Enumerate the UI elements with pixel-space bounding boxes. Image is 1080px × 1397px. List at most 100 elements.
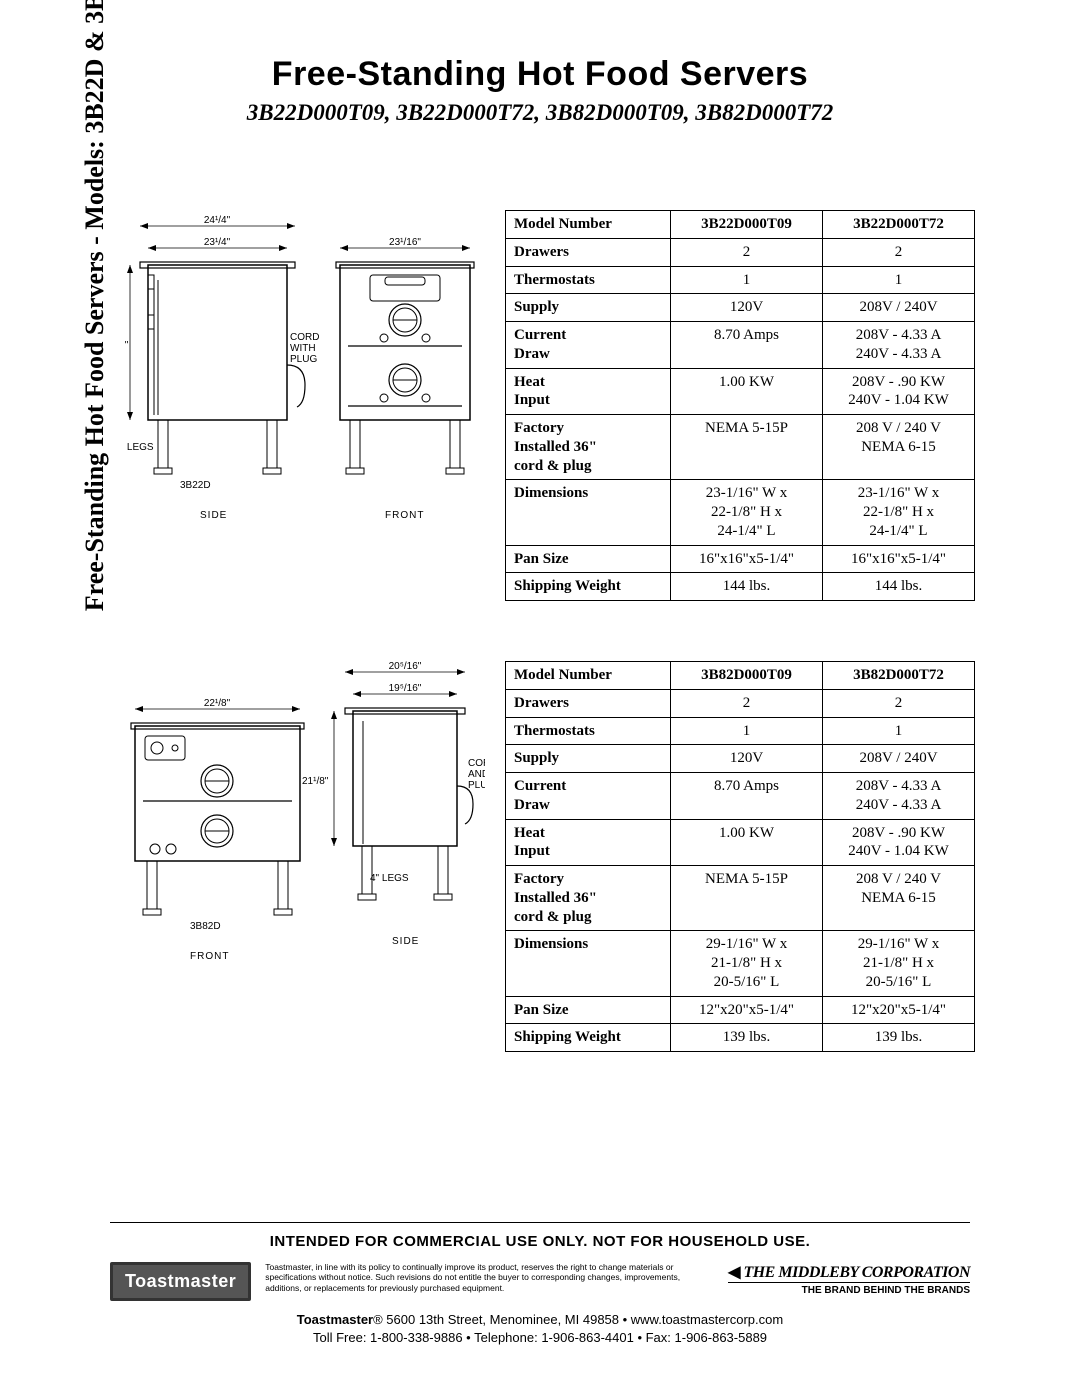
row-value: 16"x16"x5-1/4" [823, 545, 975, 573]
cord-label: CORD [468, 758, 485, 769]
row-value: 29-1/16" W x21-1/8" H x20-5/16" L [671, 931, 823, 996]
row-value: 1.00 KW [671, 368, 823, 415]
row-value: 1 [671, 717, 823, 745]
row-value: 29-1/16" W x21-1/8" H x20-5/16" L [823, 931, 975, 996]
dim-label: 22¹/8" [204, 698, 231, 709]
row-label: FactoryInstalled 36"cord & plug [506, 866, 671, 931]
vertical-label: Free-Standing Hot Food Servers - Models:… [80, 0, 110, 680]
page-title: Free-Standing Hot Food Servers [0, 55, 1080, 94]
row-value: 2 [671, 238, 823, 266]
row-label: Shipping Weight [506, 573, 671, 601]
dim-label: 23¹/16" [389, 237, 421, 248]
row-value: 1 [823, 717, 975, 745]
dim-label: 22¹/8" [125, 340, 129, 351]
contact-brand: Toastmaster [297, 1312, 373, 1327]
row-value: 12"x20"x5-1/4" [823, 996, 975, 1024]
cord-label: PLUG [468, 780, 485, 791]
spec-table-3b22d: Model Number3B22D000T093B22D000T72Drawer… [505, 210, 975, 601]
contact-addr: ® 5600 13th Street, Menominee, MI 49858 … [373, 1312, 783, 1327]
table-row: HeatInput1.00 KW208V - .90 KW240V - 1.04… [506, 819, 975, 866]
table-row: FactoryInstalled 36"cord & plugNEMA 5-15… [506, 415, 975, 480]
table-row: Drawers22 [506, 238, 975, 266]
row-label: Supply [506, 294, 671, 322]
legs-label: 4" LEGS [370, 873, 409, 884]
row-label: Drawers [506, 689, 671, 717]
row-value: 23-1/16" W x22-1/8" H x24-1/4" L [823, 480, 975, 545]
spec-table-3b82d: Model Number3B82D000T093B82D000T72Drawer… [505, 661, 975, 1052]
table-row: Shipping Weight139 lbs.139 lbs. [506, 1024, 975, 1052]
table-row: Pan Size16"x16"x5-1/4"16"x16"x5-1/4" [506, 545, 975, 573]
table-row: Dimensions29-1/16" W x21-1/8" H x20-5/16… [506, 931, 975, 996]
row-label: Dimensions [506, 931, 671, 996]
corp-block: ◀ THE MIDDLEBY CORPORATION THE BRAND BEH… [728, 1262, 970, 1296]
row-label: Shipping Weight [506, 1024, 671, 1052]
caption-front: FRONT [190, 951, 229, 962]
cord-label: AND [468, 769, 485, 780]
col-header: Model Number [506, 211, 671, 239]
col-header: Model Number [506, 662, 671, 690]
diagram-3b22d: 24¹/4" 23¹/4" CORD WITH PLUG [125, 210, 505, 530]
row-label: HeatInput [506, 819, 671, 866]
dim-label: 23¹/4" [204, 237, 231, 248]
row-value: 2 [671, 689, 823, 717]
cord-label: PLUG [290, 354, 317, 365]
dim-label: 21¹/8" [302, 776, 329, 787]
table-row: Pan Size12"x20"x5-1/4"12"x20"x5-1/4" [506, 996, 975, 1024]
caption-front: FRONT [385, 510, 424, 521]
table-row: FactoryInstalled 36"cord & plugNEMA 5-15… [506, 866, 975, 931]
row-value: 120V [671, 745, 823, 773]
row-value: 2 [823, 689, 975, 717]
row-label: Dimensions [506, 480, 671, 545]
diagram-3b82d: 22¹/8" [125, 661, 505, 981]
row-label: CurrentDraw [506, 322, 671, 369]
table-row: Supply120V208V / 240V [506, 745, 975, 773]
row-label: HeatInput [506, 368, 671, 415]
row-value: 208V - 4.33 A240V - 4.33 A [823, 322, 975, 369]
model-label: 3B22D [180, 480, 211, 491]
row-value: 8.70 Amps [671, 322, 823, 369]
table-row: Dimensions 23-1/16" W x22-1/8" H x24-1/4"… [506, 480, 975, 545]
cord-label: WITH [290, 343, 316, 354]
row-label: Supply [506, 745, 671, 773]
row-value: 208V - 4.33 A240V - 4.33 A [823, 773, 975, 820]
row-value: 208 V / 240 VNEMA 6-15 [823, 415, 975, 480]
table-row: Shipping Weight144 lbs.144 lbs. [506, 573, 975, 601]
table-row: Thermostats11 [506, 266, 975, 294]
table-row: Thermostats11 [506, 717, 975, 745]
row-value: 144 lbs. [671, 573, 823, 601]
corp-tagline: THE BRAND BEHIND THE BRANDS [728, 1282, 970, 1296]
row-value: 208 V / 240 VNEMA 6-15 [823, 866, 975, 931]
row-value: 208V - .90 KW240V - 1.04 KW [823, 819, 975, 866]
row-value: 12"x20"x5-1/4" [671, 996, 823, 1024]
row-value: 208V - .90 KW240V - 1.04 KW [823, 368, 975, 415]
row-value: 144 lbs. [823, 573, 975, 601]
col-header: 3B22D000T72 [823, 211, 975, 239]
table-row: CurrentDraw8.70 Amps208V - 4.33 A240V - … [506, 322, 975, 369]
corp-name: ◀ THE MIDDLEBY CORPORATION [728, 1262, 970, 1282]
brand-logo: Toastmaster [110, 1262, 251, 1301]
col-header: 3B22D000T09 [671, 211, 823, 239]
caption-side: SIDE [392, 936, 419, 947]
col-header: 3B82D000T72 [823, 662, 975, 690]
row-label: Drawers [506, 238, 671, 266]
row-label: Pan Size [506, 545, 671, 573]
row-label: CurrentDraw [506, 773, 671, 820]
models-line: 3B22D000T09, 3B22D000T72, 3B82D000T09, 3… [0, 100, 1080, 126]
caption-side: SIDE [200, 510, 227, 521]
col-header: 3B82D000T09 [671, 662, 823, 690]
cord-label: CORD [290, 332, 319, 343]
footer-contact: Toastmaster® 5600 13th Street, Menominee… [110, 1311, 970, 1347]
table-row: Drawers22 [506, 689, 975, 717]
row-value: 2 [823, 238, 975, 266]
row-value: 1.00 KW [671, 819, 823, 866]
row-value: 8.70 Amps [671, 773, 823, 820]
row-value: 120V [671, 294, 823, 322]
dim-label: 19⁵/16" [389, 683, 422, 694]
row-value: 139 lbs. [823, 1024, 975, 1052]
dim-label: 20⁵/16" [389, 661, 422, 672]
row-value: 1 [823, 266, 975, 294]
row-value: 16"x16"x5-1/4" [671, 545, 823, 573]
row-label: Thermostats [506, 717, 671, 745]
row-label: FactoryInstalled 36"cord & plug [506, 415, 671, 480]
disclaimer-text: Toastmaster, in line with its policy to … [265, 1262, 714, 1294]
